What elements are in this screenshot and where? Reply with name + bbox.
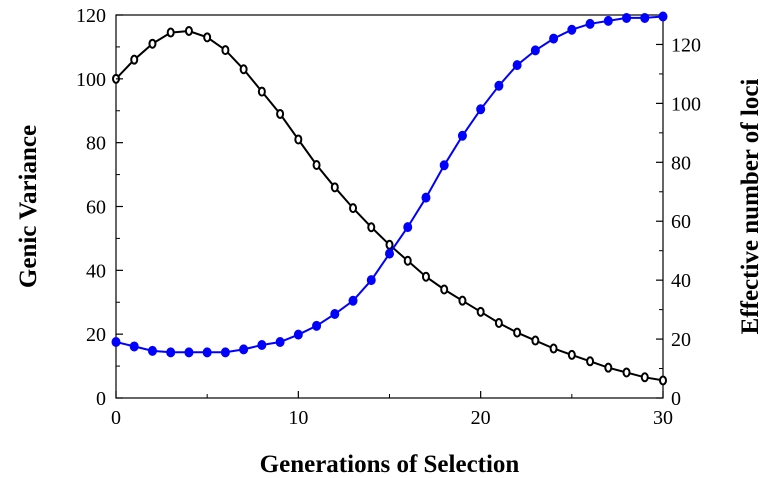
data-point	[202, 347, 212, 358]
data-point	[330, 182, 339, 193]
data-point	[148, 38, 157, 49]
data-point	[220, 347, 230, 358]
plot-border	[115, 14, 664, 399]
x-tick-label: 0	[111, 407, 121, 429]
y-tick-label-right: 100	[671, 93, 701, 115]
data-point	[275, 337, 285, 348]
data-point	[367, 222, 376, 233]
data-point	[640, 12, 650, 23]
data-point	[147, 345, 157, 356]
y-tick-label-right: 120	[671, 34, 701, 56]
y-tick-label-right: 0	[671, 388, 681, 410]
data-point	[111, 337, 121, 348]
data-point	[257, 86, 266, 97]
data-point	[585, 18, 595, 29]
data-point	[440, 284, 449, 295]
y-tick-label-left: 120	[76, 5, 106, 27]
y-tick-label-right: 60	[671, 211, 691, 233]
y-tick-label-left: 40	[86, 260, 106, 282]
data-point	[421, 271, 430, 282]
data-point	[476, 104, 486, 115]
y-tick-label-left: 80	[86, 133, 106, 155]
data-point	[348, 295, 358, 306]
data-point	[385, 239, 394, 250]
data-point	[421, 192, 431, 203]
series-line	[115, 15, 664, 354]
data-point	[622, 367, 631, 378]
y-tick-label-left: 100	[76, 69, 106, 91]
data-point	[221, 45, 230, 56]
data-point	[549, 33, 559, 44]
data-point	[312, 320, 322, 331]
data-point	[586, 356, 595, 367]
y-tick-label-right: 80	[671, 152, 691, 174]
data-point	[403, 255, 412, 266]
data-point	[603, 15, 613, 26]
data-point	[567, 349, 576, 360]
data-point	[130, 54, 139, 65]
y-axis-title-left: Genic Variance	[15, 125, 42, 288]
data-point	[658, 11, 668, 22]
data-point	[294, 134, 303, 145]
data-point	[604, 362, 613, 373]
plot-frame	[115, 14, 664, 399]
y-tick-label-right: 20	[671, 329, 691, 351]
data-point	[166, 347, 176, 358]
data-point	[531, 335, 540, 346]
data-point	[366, 275, 376, 286]
data-point	[166, 27, 175, 38]
y-tick-label-left: 60	[86, 197, 106, 219]
data-point	[403, 222, 413, 233]
data-point	[385, 248, 394, 259]
x-tick-label: 30	[653, 407, 673, 429]
data-point	[530, 45, 540, 56]
data-point	[512, 60, 522, 71]
x-tick-label: 20	[471, 407, 491, 429]
data-point	[622, 12, 632, 23]
series-layer	[111, 11, 668, 386]
data-point	[494, 80, 504, 91]
y-tick-label-left: 0	[96, 388, 106, 410]
y-tick-label-left: 20	[86, 324, 106, 346]
data-point	[549, 343, 558, 354]
data-point	[439, 160, 449, 171]
data-point	[239, 64, 248, 75]
data-point	[494, 317, 503, 328]
data-point	[312, 160, 321, 171]
data-point	[567, 24, 577, 35]
y-axis-title-right: Effective number of loci	[737, 79, 764, 335]
data-point	[293, 329, 303, 340]
data-point	[640, 372, 649, 383]
data-point	[129, 341, 139, 352]
x-tick-label: 10	[288, 407, 308, 429]
data-point	[458, 295, 467, 306]
y-tick-label-right: 40	[671, 270, 691, 292]
data-point	[349, 203, 358, 214]
data-point	[513, 327, 522, 338]
data-point	[239, 344, 249, 355]
series-line	[115, 29, 664, 382]
data-point	[257, 339, 267, 350]
data-point	[659, 375, 667, 386]
data-point	[330, 309, 340, 320]
data-point	[184, 25, 193, 36]
data-point	[476, 306, 485, 317]
data-point	[184, 347, 194, 358]
series-genic-variance	[112, 25, 667, 386]
x-axis-title: Generations of Selection	[260, 451, 520, 478]
data-point	[457, 130, 467, 141]
data-point	[276, 108, 285, 119]
series-effective-loci	[111, 11, 668, 358]
data-point	[203, 32, 212, 43]
